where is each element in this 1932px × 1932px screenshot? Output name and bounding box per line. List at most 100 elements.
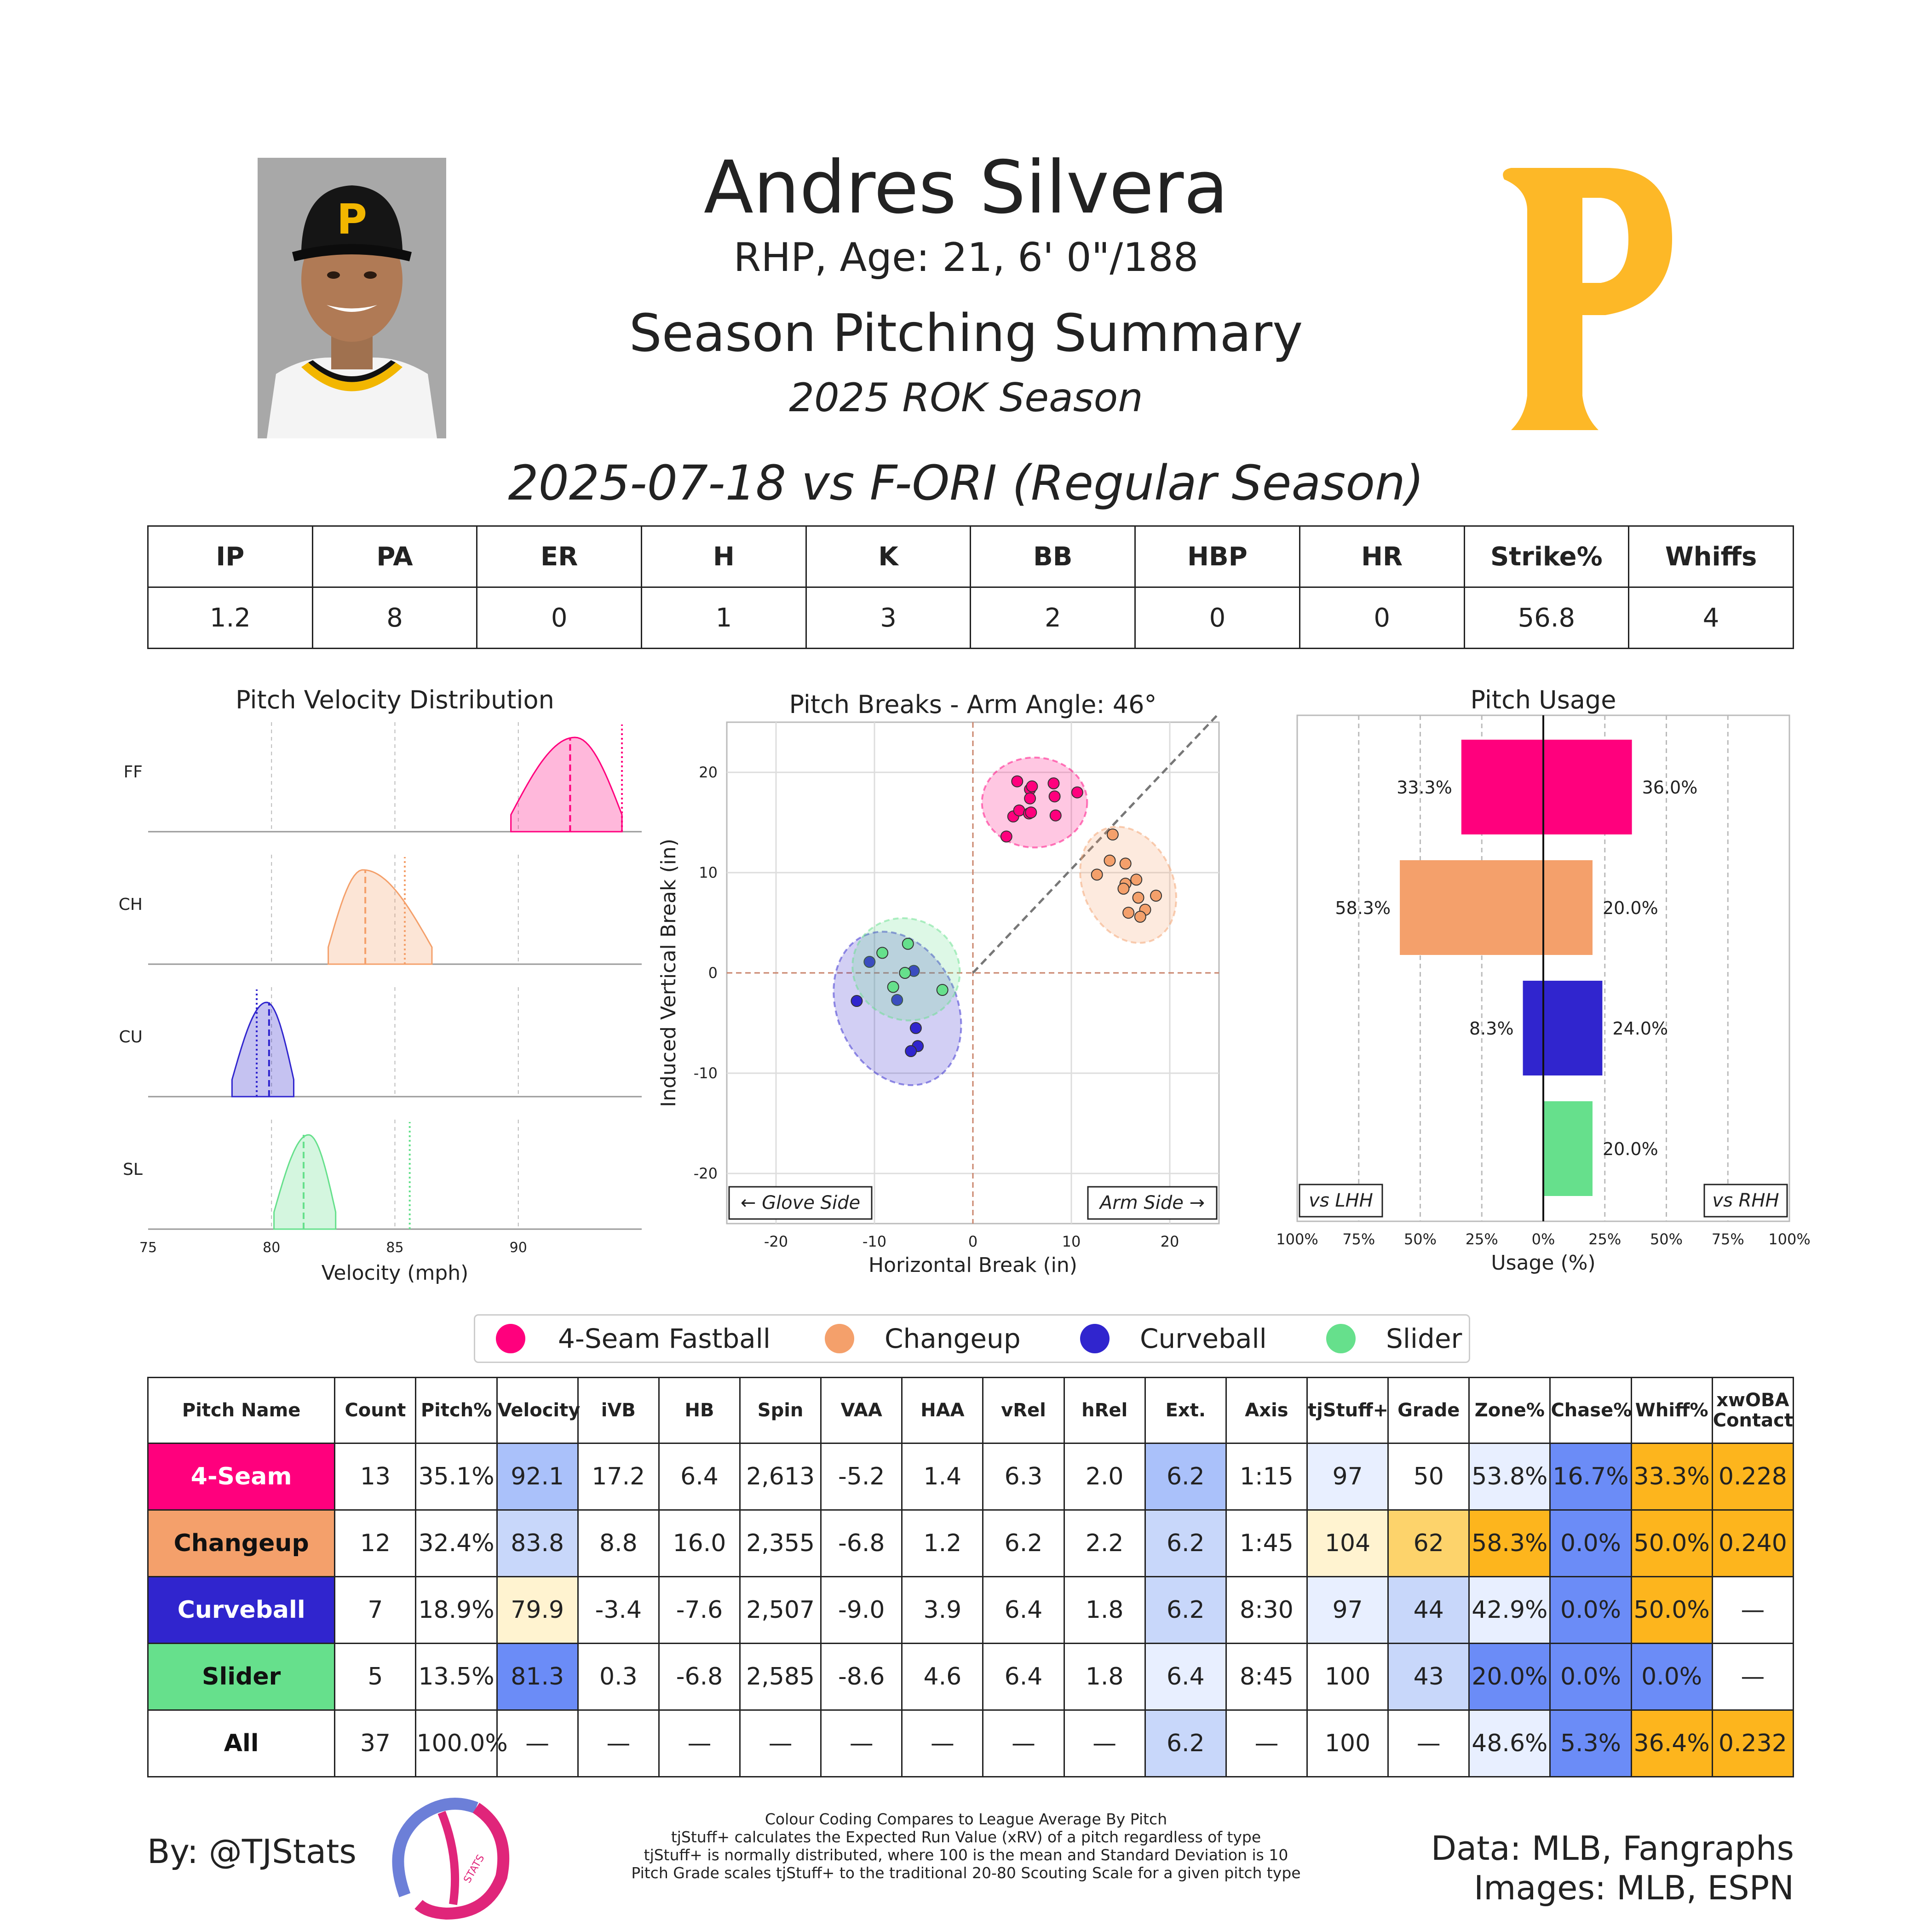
pitch-table-row: Slider 5 13.5% 81.3 0.3 -6.8 2,585 -8.6 4.6 6.4 1.… (147, 1643, 1794, 1711)
arm-side-label: Arm Side → (1098, 1192, 1205, 1213)
pitch-point-sl (876, 947, 889, 959)
pitch-table-cell: 100 (1306, 1643, 1389, 1711)
usage-label-rhh: 20.0% (1603, 1139, 1658, 1159)
pitch-point-cu (891, 994, 903, 1006)
pitch-point-ff (1048, 790, 1061, 803)
usage-tick-label: 25% (1588, 1230, 1621, 1248)
pitch-table-cell: 5.3% (1549, 1709, 1632, 1777)
player-name: Andres Silvera (703, 145, 1229, 230)
stats-header-cell: HR (1299, 525, 1465, 588)
glove-side-box (728, 1186, 873, 1220)
velocity-chart-title: Pitch Velocity Distribution (236, 685, 554, 714)
pitch-table-cell: 53.8% (1468, 1443, 1551, 1511)
pitch-table-body: 4-Seam 13 35.1% 92.1 17.2 6.4 2,613 -5.2 1.4 6.3 2… (147, 1443, 1794, 1777)
stats-header-cell: H (641, 525, 807, 588)
pitch-table-cell: 1.8 (1063, 1576, 1146, 1644)
usage-tick-label: 75% (1712, 1230, 1744, 1248)
stats-header-cell: K (805, 525, 972, 588)
pitch-table-cell: 2,585 (739, 1643, 822, 1711)
breaks-x-tick: 10 (1062, 1233, 1081, 1250)
pitch-table-cell: 42.9% (1468, 1576, 1551, 1644)
pitch-table-header-cell: Zone% (1468, 1377, 1551, 1444)
breaks-x-axis-label: Horizontal Break (in) (868, 1254, 1077, 1277)
footnote-line: tjStuff+ calculates the Expected Run Val… (671, 1828, 1261, 1846)
pitch-point-ch (1150, 890, 1162, 902)
pitch-table-cell: 6.2 (1144, 1443, 1227, 1511)
pitch-point-sl (899, 967, 911, 979)
breaks-x-tick: 20 (1161, 1233, 1179, 1250)
stats-value-cell: 56.8 (1463, 586, 1630, 649)
brand-mark-text: STATS (462, 1853, 487, 1885)
usage-tick-label: 0% (1532, 1230, 1555, 1248)
breaks-y-axis-label: Induced Vertical Break (in) (657, 839, 680, 1107)
pitch-point-cu (909, 1022, 922, 1034)
usage-x-axis-label: Usage (%) (1491, 1251, 1595, 1275)
usage-tick-label: 75% (1342, 1230, 1375, 1248)
usage-bar-rhh-cu (1543, 981, 1603, 1075)
pitch-table-header-cell: Spin (739, 1377, 822, 1444)
breaks-y-tick: 10 (699, 864, 718, 881)
pitch-table-cell: 8:45 (1225, 1643, 1308, 1711)
pitch-table-cell: 6.4 (982, 1643, 1065, 1711)
vs-lhh-box (1299, 1184, 1383, 1218)
pitch-table-header-cell: Velocity (496, 1377, 580, 1444)
tjstats-logo: STATS (377, 1789, 515, 1927)
pitch-point-ch (1132, 891, 1144, 904)
pitch-table-cell: -6.8 (658, 1643, 741, 1711)
pirates-logo (1490, 166, 1684, 432)
pitch-usage-chart: Pitch Usage 33.3% 36.0% 58.3% 20.0% 8.3% 24.0%… (1276, 685, 1810, 1275)
velocity-x-axis-label: Velocity (mph) (322, 1261, 469, 1285)
pitch-table-header-cell: xwOBA Contact (1711, 1377, 1794, 1444)
pitch-table-cell: 16.7% (1549, 1443, 1632, 1511)
pitch-point-sl (902, 937, 914, 950)
pitch-table-cell: — (496, 1709, 579, 1777)
usage-bar-rhh-ch (1543, 860, 1593, 955)
pitch-table-header-row: Pitch Name Count Pitch% Velocity iVB HB Spin VA… (147, 1377, 1794, 1444)
pitch-point-ch (1104, 854, 1116, 867)
pitch-point-ch (1122, 907, 1135, 919)
pitch-table-cell: 0.228 (1711, 1443, 1794, 1511)
pitch-table-row: Changeup 12 32.4% 83.8 8.8 16.0 2,355 -6.8 1.2 6.… (147, 1509, 1794, 1577)
stats-header-cell: IP (147, 525, 313, 588)
pitch-table-cell: — (1225, 1709, 1308, 1777)
pitch-name-cell: Curveball (147, 1576, 336, 1644)
pitch-table-cell: -7.6 (658, 1576, 741, 1644)
pitch-table-header-cell: iVB (577, 1377, 660, 1444)
pitch-table-header-cell: VAA (820, 1377, 903, 1444)
velocity-row-label: SL (123, 1160, 143, 1179)
pitch-table-cell: 7 (334, 1576, 417, 1644)
pitch-table-cell: — (820, 1709, 903, 1777)
pitch-point-ff (1026, 780, 1038, 793)
pitch-table-cell: 17.2 (577, 1443, 660, 1511)
pitch-table-cell: 0.0% (1549, 1509, 1632, 1577)
footnote-line: Colour Coding Compares to League Average… (765, 1810, 1167, 1828)
pitch-table-cell: 3.9 (901, 1576, 984, 1644)
stats-value-cell: 3 (805, 586, 972, 649)
legend-ff-label: 4-Seam Fastball (558, 1323, 770, 1354)
legend-cu-label: Curveball (1140, 1323, 1267, 1354)
breaks-x-tick: 0 (968, 1233, 978, 1250)
velocity-density-cu (231, 1001, 295, 1098)
pitch-table-header-cell: Pitch% (415, 1377, 498, 1444)
glove-side-label: ← Glove Side (741, 1192, 860, 1213)
pitch-table-cell: 6.4 (1144, 1643, 1227, 1711)
velocity-row-label: FF (124, 763, 143, 782)
stats-header-cell: PA (311, 525, 478, 588)
pitch-point-ff (1047, 777, 1060, 789)
pitch-table-cell: 97 (1306, 1443, 1389, 1511)
pitch-name-cell: 4-Seam (147, 1443, 336, 1511)
player-bio: RHP, Age: 21, 6' 0"/188 (733, 235, 1199, 281)
stats-value-cell: 0 (476, 586, 643, 649)
pitch-table-cell: 8:30 (1225, 1576, 1308, 1644)
pitch-point-sl (936, 984, 949, 996)
pitch-point-cu (863, 956, 876, 968)
footnote-line: tjStuff+ is normally distributed, where … (644, 1846, 1288, 1864)
pitch-table-cell: 2,613 (739, 1443, 822, 1511)
credit-images: Images: MLB, ESPN (1473, 1869, 1794, 1907)
pitch-table-cell: -5.2 (820, 1443, 903, 1511)
pitch-name-cell: Slider (147, 1643, 336, 1711)
pitch-table-cell: 0.232 (1711, 1709, 1794, 1777)
pitch-table-cell: 0.0% (1549, 1576, 1632, 1644)
credits: Data: MLB, Fangraphs Images: MLB, ESPN (1431, 1828, 1794, 1908)
pitch-point-ff (1024, 792, 1036, 805)
